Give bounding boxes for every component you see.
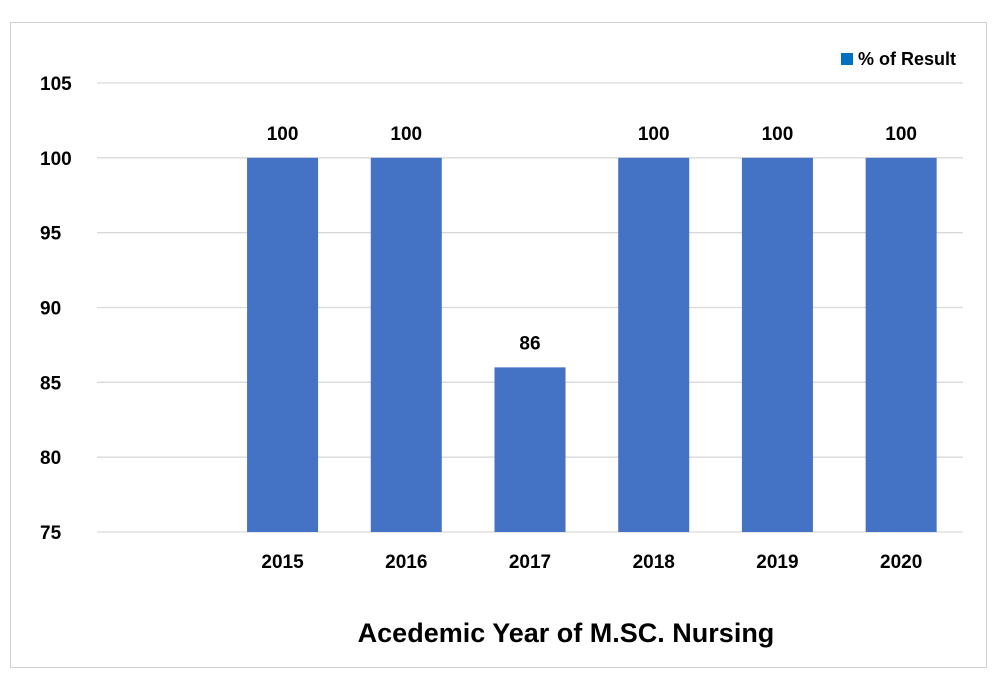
data-label-2017: 86 (519, 333, 540, 354)
data-label-2019: 100 (762, 124, 794, 145)
bar-2016 (370, 157, 442, 533)
data-labels: 100 100 86 100 100 100 (267, 124, 917, 355)
chart-frame (10, 22, 987, 668)
bar-2019 (741, 157, 813, 533)
x-tick-label-2016: 2016 (385, 552, 427, 573)
y-tick-label: 85 (40, 373, 62, 394)
x-tick-label-2017: 2017 (509, 552, 551, 573)
bar-2017 (494, 367, 566, 532)
data-label-2016: 100 (390, 124, 422, 145)
y-tick-label: 105 (40, 74, 72, 95)
x-axis-tick-labels: 2015 2016 2017 2018 2019 2020 (261, 552, 922, 573)
data-label-2020: 100 (885, 124, 917, 145)
data-label-2018: 100 (638, 124, 670, 145)
x-axis-title: Acedemic Year of M.SC. Nursing (358, 618, 775, 648)
y-axis-tick-labels: 105 100 95 90 85 80 75 (40, 74, 72, 544)
y-tick-label: 75 (40, 523, 62, 544)
legend-label: % of Result (858, 49, 956, 69)
x-tick-label-2015: 2015 (261, 552, 304, 573)
bars (247, 157, 937, 533)
bar-2018 (618, 157, 690, 533)
x-tick-label-2018: 2018 (633, 552, 675, 573)
legend: % of Result (841, 49, 956, 69)
bar-2020 (865, 157, 937, 533)
legend-marker (841, 53, 853, 65)
y-tick-label: 80 (40, 448, 61, 469)
y-tick-label: 100 (40, 149, 72, 170)
y-tick-label: 95 (40, 224, 62, 245)
data-label-2015: 100 (267, 124, 299, 145)
x-tick-label-2020: 2020 (880, 552, 922, 573)
x-tick-label-2019: 2019 (756, 552, 798, 573)
y-tick-label: 90 (40, 299, 61, 320)
bar-2015 (247, 157, 319, 533)
